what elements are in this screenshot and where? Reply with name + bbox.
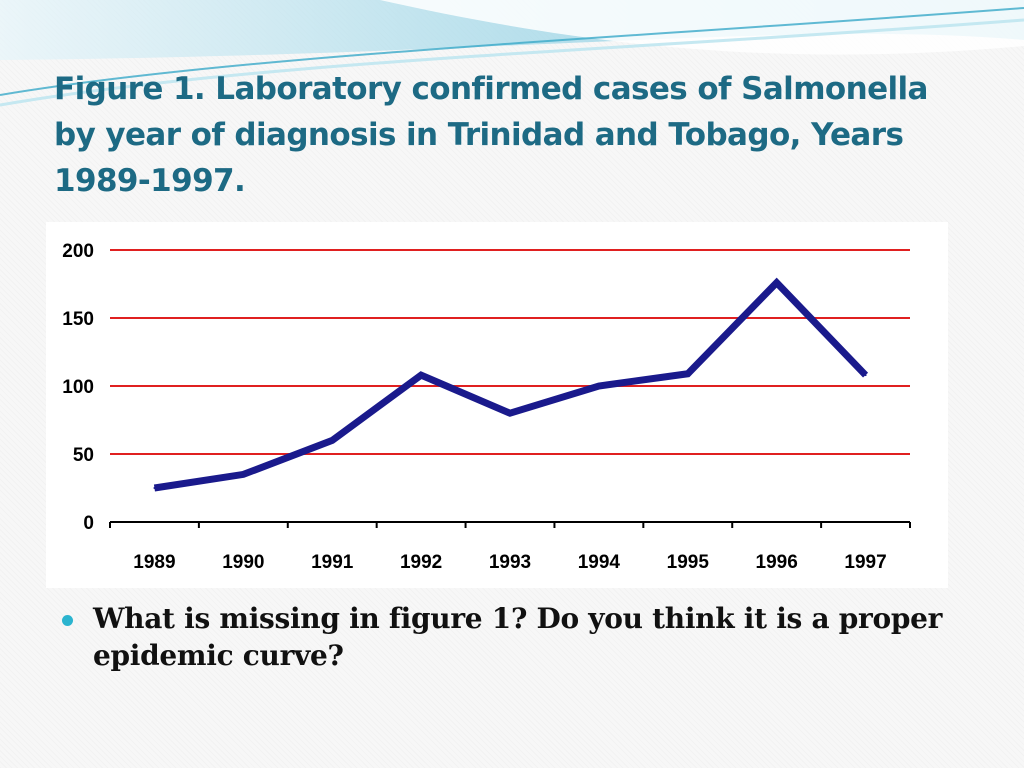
data-point-1989 [153,487,156,489]
x-tick-label: 1995 [667,552,710,573]
data-point-1991 [331,439,334,442]
top-wave-decoration [0,0,1024,107]
y-tick-label: 50 [73,445,94,466]
data-point-1997 [864,374,867,377]
data-point-1993 [509,412,511,415]
data-point-1990 [242,473,245,476]
data-point-1996 [775,281,778,284]
x-tick-label: 1991 [311,552,354,573]
chart-panel: 0 50 100 150 200 1989 1990 1991 1992 1993 1994 1995… [46,222,948,588]
x-tick-label: 1990 [222,552,264,573]
x-tick-label: 1989 [133,552,175,573]
x-tick-label: 1994 [578,552,621,573]
x-tick-label: 1997 [844,552,886,573]
data-point-1994 [597,385,600,387]
bullet-dot-icon [62,615,73,626]
line-chart: 0 50 100 150 200 1989 1990 1991 1992 1993 1994 1995… [62,241,911,573]
y-tick-label: 0 [83,513,94,534]
data-point-1995 [686,372,689,375]
y-tick-label: 150 [62,309,94,330]
data-point-1992 [420,374,423,377]
y-tick-label: 200 [62,241,94,262]
y-tick-label: 100 [62,377,94,398]
bullet-text: What is missing in figure 1? Do you thin… [93,602,943,672]
slide-title: Figure 1. Laboratory confirmed cases of … [54,71,928,199]
x-tick-label: 1993 [489,552,531,573]
x-tick-label: 1996 [756,552,798,573]
x-tick-label: 1992 [400,552,442,573]
